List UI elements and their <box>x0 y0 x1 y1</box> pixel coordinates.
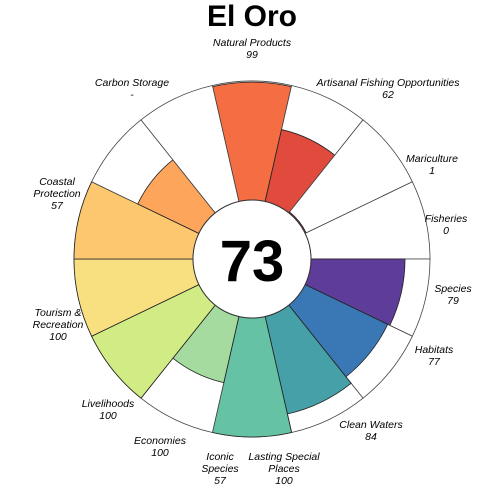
overall-score: 73 <box>220 229 285 294</box>
petal-label-clean-waters: Clean Waters 84 <box>339 419 403 443</box>
petal-label-coastal-protection: Coastal Protection 57 <box>33 176 80 212</box>
petal-label-iconic-species: Iconic Species 57 <box>201 451 239 487</box>
petal-score-livelihoods: 100 <box>99 410 117 422</box>
petal-label-natural-products: Natural Products 99 <box>213 37 292 61</box>
petal-label-tourism-and-recreation: Tourism & Recreation 100 <box>33 307 84 343</box>
petal-score-fisheries: 0 <box>443 225 449 237</box>
petal-score-lasting-special-places: 100 <box>275 475 293 487</box>
petal-label-carbon-storage: Carbon Storage - <box>95 77 169 101</box>
petal-label-economies: Economies 100 <box>134 435 187 459</box>
petal-score-habitats: 77 <box>428 356 441 368</box>
petal-score-coastal-protection: 57 <box>51 200 64 212</box>
petal-label-mariculture: Mariculture 1 <box>406 153 458 177</box>
petal-score-species: 79 <box>447 295 459 307</box>
petal-score-carbon-storage: - <box>130 89 134 101</box>
petal-score-iconic-species: 57 <box>214 475 227 487</box>
petal-score-clean-waters: 84 <box>365 431 377 443</box>
petal-score-mariculture: 1 <box>429 165 435 177</box>
chart-title: El Oro <box>207 0 297 33</box>
petal-score-tourism-and-recreation: 100 <box>49 331 67 343</box>
petal-label-species: Species 79 <box>434 283 472 307</box>
petal-label-lasting-special-places: Lasting Special Places 100 <box>248 451 320 487</box>
petal-label-artisanal-fishing-opportunities: Artisanal Fishing Opportunities 62 <box>316 77 461 101</box>
center-disc <box>192 199 312 319</box>
petal-label-livelihoods: Livelihoods 100 <box>82 398 135 422</box>
petal-score-artisanal-fishing-opportunities: 62 <box>382 89 394 101</box>
labels-layer: Natural Products 99 Artisanal Fishing Oppo… <box>33 37 473 487</box>
petal-score-natural-products: 99 <box>246 49 258 61</box>
petal-score-economies: 100 <box>151 447 169 459</box>
petal-label-habitats: Habitats 77 <box>415 344 454 368</box>
petal-label-fisheries: Fisheries 0 <box>425 213 468 237</box>
petals-layer <box>73 80 431 438</box>
